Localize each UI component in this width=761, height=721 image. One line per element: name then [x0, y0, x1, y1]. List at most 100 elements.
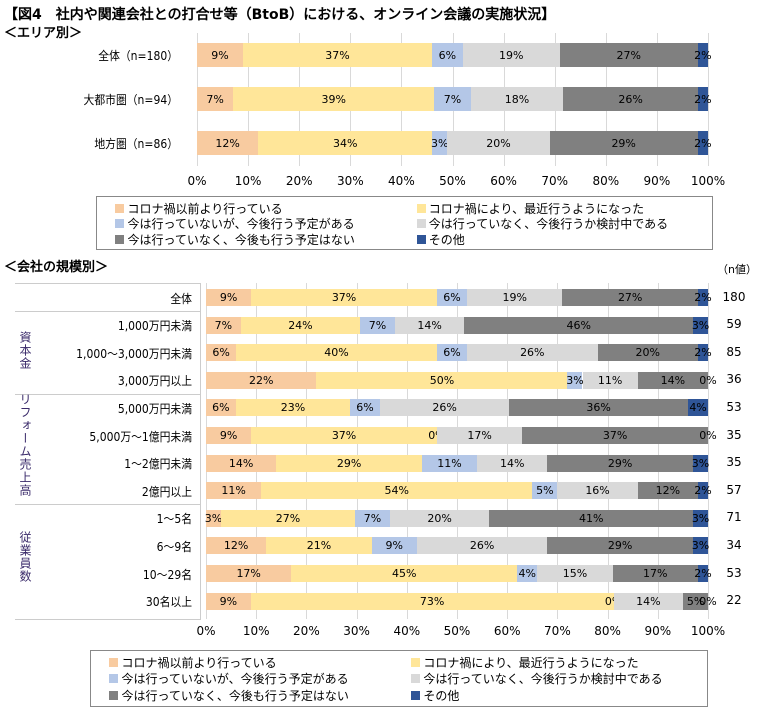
legend-swatch	[416, 204, 426, 213]
category-label: 全体（n=180）	[98, 49, 178, 63]
x-tick-label: 10%	[242, 624, 270, 638]
data-label: 19%	[502, 291, 527, 304]
data-label: 9%	[211, 48, 229, 62]
bar-segment: 37%	[242, 43, 433, 67]
bar-segment: 3%	[692, 316, 709, 334]
data-label: 3%	[691, 456, 710, 470]
bar-segment: 2%	[694, 289, 712, 306]
bar-segment: 29%	[547, 454, 693, 472]
legend-label: その他	[428, 232, 465, 247]
gridline	[557, 283, 559, 619]
legend-label: コロナ禍以前より行っている	[127, 202, 283, 216]
data-label: 23%	[280, 401, 306, 415]
data-label: 29%	[607, 456, 633, 470]
bar-segment: 45%	[291, 565, 518, 582]
gridline	[607, 283, 609, 619]
data-label: 24%	[288, 318, 313, 332]
data-label: 20%	[427, 511, 452, 525]
bar-segment: 27%	[559, 43, 698, 67]
category-label: 6～9名	[156, 539, 192, 554]
legend-label: 今は行っていなく、今後も行う予定はない	[127, 232, 355, 247]
bar-segment: 16%	[557, 482, 638, 500]
x-tick-label: 40%	[393, 624, 421, 638]
data-label: 2%	[694, 484, 712, 498]
bar-segment: 3%	[691, 454, 710, 472]
bar-segment: 5%	[683, 592, 708, 610]
legend-swatch	[115, 219, 125, 229]
bar-segment: 37%	[522, 427, 708, 444]
bar-segment: 39%	[233, 87, 435, 111]
data-label: 2%	[694, 567, 712, 580]
data-label: 11%	[437, 456, 462, 470]
bar-segment: 11%	[206, 482, 262, 500]
bar-segment: 6%	[350, 399, 380, 417]
n-value: 34	[726, 537, 742, 552]
data-label: 7%	[443, 92, 462, 106]
data-label: 11%	[597, 373, 623, 387]
data-label: 9%	[385, 539, 403, 553]
data-label: 29%	[607, 539, 633, 553]
category-label: 全体	[170, 291, 192, 306]
stacked-bar: 14% 29% 11% 14% 29% 3%	[206, 454, 710, 472]
legend-item: その他	[411, 687, 459, 704]
table-divider	[15, 283, 201, 284]
bar-segment: 20%	[597, 344, 698, 362]
legend-item: 今は行っていないが、今後行う予定がある	[115, 215, 355, 232]
data-label: 14%	[636, 594, 661, 608]
data-label: 73%	[419, 594, 445, 608]
data-label: 7%	[363, 511, 382, 525]
legend-swatch	[411, 674, 421, 684]
bar-segment: 2%	[694, 565, 712, 582]
n-value: 180	[722, 289, 746, 304]
bar-segment: 29%	[276, 454, 422, 472]
data-label: 27%	[616, 48, 641, 62]
bar-segment: 9%	[197, 43, 243, 67]
data-label: 12%	[655, 484, 681, 498]
data-label: 6%	[443, 291, 461, 304]
bar-segment: 29%	[547, 537, 693, 555]
bar-segment: 20%	[389, 509, 490, 527]
table-divider	[15, 311, 201, 312]
category-label: 3,000万円以上	[117, 374, 192, 389]
data-label: 9%	[219, 429, 238, 442]
bar-segment: 14%	[613, 592, 684, 610]
bar-segment: 46%	[464, 316, 694, 334]
bar-segment: 26%	[379, 399, 510, 417]
bar-segment: 20%	[447, 131, 550, 155]
legend-swatch	[416, 234, 426, 244]
category-label: 1,000万円未満	[117, 319, 192, 334]
category-label: 5,000万円未満	[117, 401, 192, 416]
legend-item: 今は行っていなく、今後も行う予定はない	[109, 687, 349, 704]
bar-segment: 6%	[436, 289, 468, 306]
data-label: 16%	[585, 484, 610, 498]
bar-segment: 3%	[205, 509, 222, 527]
data-label: 0%	[699, 373, 717, 387]
data-label: 5%	[536, 484, 554, 498]
bar-segment: 6%	[432, 43, 463, 67]
legend-label: その他	[423, 688, 460, 703]
data-label: 27%	[275, 511, 301, 525]
bar-segment: 14%	[477, 454, 548, 472]
data-label: 41%	[578, 511, 604, 525]
bar-segment: 24%	[240, 316, 361, 334]
data-label: 54%	[384, 484, 409, 498]
bar-segment: 29%	[549, 131, 698, 155]
gridline	[256, 283, 258, 619]
data-label: 14%	[499, 456, 525, 470]
n-value: 22	[726, 593, 742, 608]
bar-segment: 26%	[563, 87, 698, 111]
gridline	[657, 283, 659, 619]
data-label: 26%	[520, 346, 545, 360]
n-header: （n値）	[717, 263, 757, 276]
stacked-bar: 12% 34% 3% 20% 29% 2%	[197, 131, 712, 155]
bar-segment: 12%	[637, 482, 698, 500]
legend-swatch	[109, 658, 119, 667]
bar-segment: 7%	[197, 87, 234, 111]
legend-item: コロナ禍以前より行っている	[109, 654, 277, 671]
bar-segment: 34%	[258, 131, 433, 155]
bar-segment: 50%	[316, 371, 568, 389]
gridline	[206, 283, 207, 619]
n-value: 59	[726, 317, 742, 332]
gridline	[708, 33, 709, 166]
gridline	[708, 283, 709, 619]
